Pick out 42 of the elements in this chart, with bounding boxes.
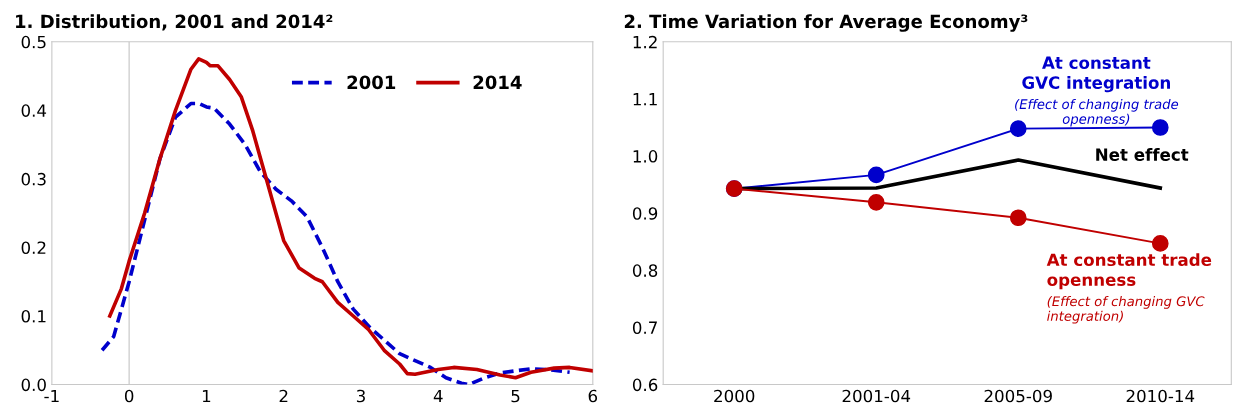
x-tick-label: 1: [202, 389, 211, 403]
annotation: (Effect of changing trade openness): [1015, 98, 1179, 127]
line-series: [108, 57, 593, 380]
y-tick-label: 0.7: [632, 321, 657, 334]
y-tick-label: 0.5: [21, 35, 46, 49]
y-tick-label: 0.1: [21, 309, 46, 323]
x-tick-label: 0: [124, 389, 134, 403]
y-tick-label: 0.0: [21, 378, 46, 392]
y-tick-label: 1.1: [633, 93, 657, 106]
chart-title: 2. Time Variation for Average Economy³: [624, 14, 1028, 32]
x-tick-label: 6: [588, 389, 598, 403]
point: [1151, 235, 1169, 252]
x-tick-label: 2: [279, 389, 288, 403]
x-tick-label: 3: [356, 389, 365, 403]
x-tick-label: 2010-14: [1126, 389, 1195, 403]
line-series: [100, 101, 572, 385]
x-tick-label: 2000: [714, 389, 755, 403]
chart-title: 1. Distribution, 2001 and 2014²: [16, 14, 333, 31]
x-tick-label: 2005-09: [984, 389, 1052, 403]
y-tick-label: 0.3: [21, 172, 46, 186]
series-label: Net effect: [1096, 147, 1189, 161]
y-tick-label: 1.0: [633, 150, 658, 163]
y-tick-label: 0.4: [21, 104, 47, 117]
x-tick-label: 5: [511, 389, 520, 403]
legend-label: 2014: [473, 75, 522, 90]
y-tick-label: 1.2: [633, 35, 657, 49]
point: [1009, 209, 1027, 227]
point: [867, 166, 885, 184]
x-tick-label: 2001-04: [842, 389, 911, 403]
point: [1151, 119, 1169, 136]
point: [1009, 120, 1027, 137]
y-tick-label: 0.9: [632, 207, 658, 220]
legend-label: 2001: [347, 75, 396, 90]
x-tick-label: -1: [44, 389, 59, 403]
y-tick-label: 0.6: [632, 378, 658, 392]
series-label: At constant GVC integration: [1022, 56, 1170, 93]
series-label: At constant trade openness: [1046, 253, 1212, 290]
y-tick-label: 0.8: [632, 264, 658, 277]
y-tick-label: 0.2: [21, 241, 46, 255]
x-tick-label: 4: [433, 389, 443, 403]
annotation: (Effect of changing GVC integration): [1047, 296, 1205, 324]
point: [867, 193, 885, 211]
